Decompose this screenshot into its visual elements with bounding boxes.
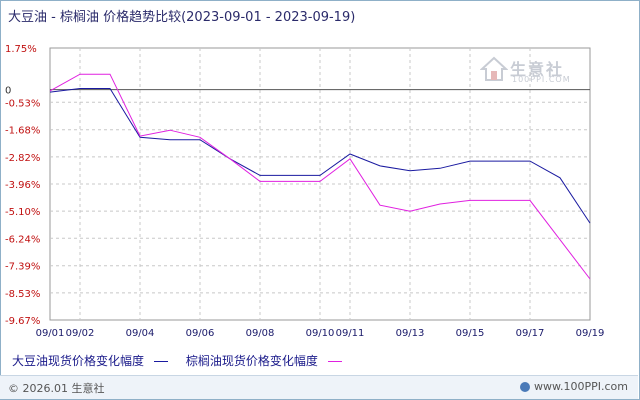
series-line-soybean bbox=[49, 88, 591, 224]
footer: © 2026.01 生意社 www.100PPI.com bbox=[0, 375, 638, 399]
chart-title-main: 大豆油 - 棕榈油 价格趋势比较 bbox=[8, 10, 182, 25]
footer-site-text: www.100PPI.com bbox=[534, 380, 628, 393]
y-tick-label: -6.24% bbox=[5, 234, 40, 245]
legend-swatch-soybean bbox=[154, 361, 169, 362]
footer-site[interactable]: www.100PPI.com bbox=[520, 380, 628, 393]
legend-label-palm: 棕榈油现货价格变化幅度 bbox=[185, 354, 318, 368]
legend: 大豆油现货价格变化幅度 棕榈油现货价格变化幅度 bbox=[12, 352, 356, 369]
y-tick-label: -0.53% bbox=[5, 98, 40, 109]
series-line-palm bbox=[49, 73, 591, 280]
house-icon bbox=[480, 56, 508, 81]
y-tick-label: 0 bbox=[5, 86, 11, 97]
y-tick-label: -5.10% bbox=[5, 207, 40, 218]
x-tick-label: 09/02 bbox=[66, 328, 95, 339]
y-tick-label: -9.67% bbox=[5, 316, 40, 327]
x-tick-label: 09/01 bbox=[36, 328, 65, 339]
legend-label-soybean: 大豆油现货价格变化幅度 bbox=[12, 354, 145, 368]
footer-copyright: © 2026.01 生意社 bbox=[8, 382, 105, 395]
legend-item-palm: 棕榈油现货价格变化幅度 bbox=[186, 352, 342, 369]
x-tick-label: 09/17 bbox=[516, 328, 545, 339]
x-tick-label: 09/13 bbox=[396, 328, 425, 339]
globe-icon bbox=[520, 382, 531, 392]
x-tick-label: 09/08 bbox=[246, 328, 275, 339]
watermark-name: 生意社 bbox=[510, 60, 565, 79]
x-tick-label: 09/11 bbox=[336, 328, 365, 339]
chart-title: 大豆油 - 棕榈油 价格趋势比较(2023-09-01 - 2023-09-19… bbox=[8, 6, 355, 25]
y-tick-label: -3.96% bbox=[5, 180, 40, 191]
y-tick-label: -7.39% bbox=[5, 262, 40, 273]
chart-title-range: (2023-09-01 - 2023-09-19) bbox=[181, 10, 356, 25]
y-tick-label: 1.75% bbox=[5, 44, 37, 55]
y-tick-label: -8.53% bbox=[5, 289, 40, 300]
x-tick-label: 09/04 bbox=[126, 328, 155, 339]
y-tick-label: -2.82% bbox=[5, 153, 40, 164]
x-tick-label: 09/15 bbox=[456, 328, 485, 339]
watermark-url: 100PPI.COM bbox=[512, 75, 571, 84]
legend-swatch-palm bbox=[327, 361, 342, 362]
x-tick-label: 09/06 bbox=[186, 328, 215, 339]
legend-item-soybean: 大豆油现货价格变化幅度 bbox=[12, 352, 169, 369]
x-tick-label: 09/19 bbox=[576, 328, 605, 339]
y-tick-label: -1.68% bbox=[5, 126, 40, 137]
x-tick-label: 09/10 bbox=[306, 328, 335, 339]
